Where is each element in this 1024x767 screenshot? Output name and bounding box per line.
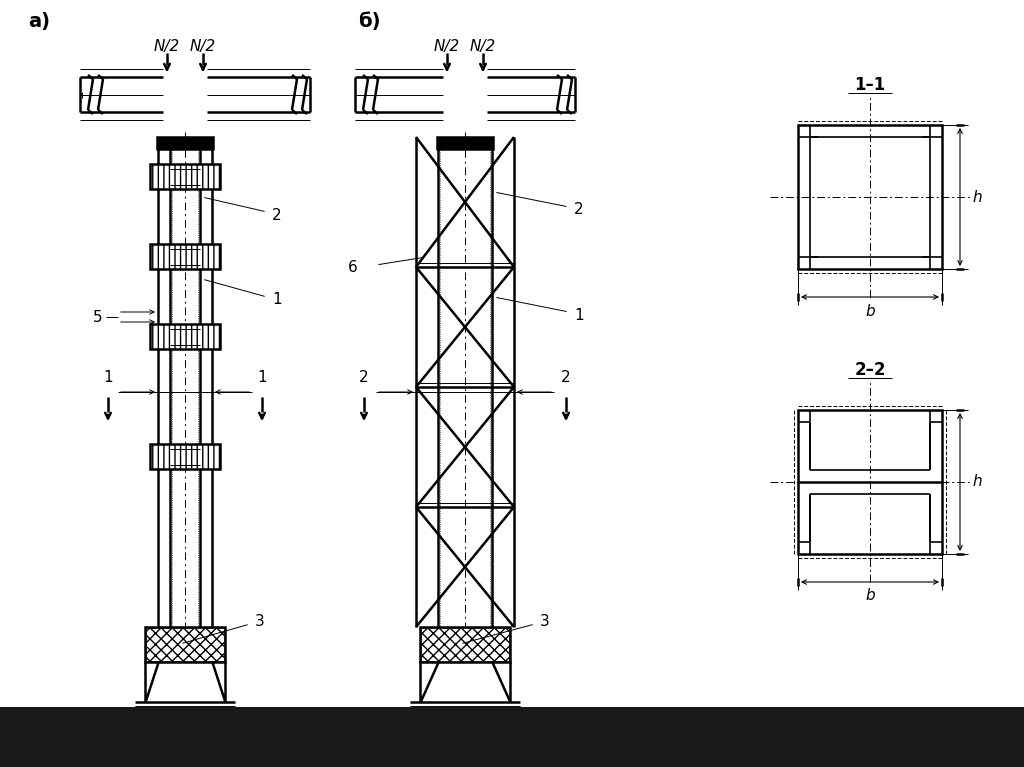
Text: h: h	[972, 189, 982, 205]
Bar	[145, 627, 225, 662]
Text: 5: 5	[93, 310, 103, 324]
Text: 1–1: 1–1	[854, 76, 886, 94]
Bar	[150, 244, 220, 269]
Text: а): а)	[28, 12, 50, 31]
Text: N/2: N/2	[470, 39, 496, 54]
Polygon shape	[145, 662, 158, 702]
Polygon shape	[492, 662, 510, 702]
Bar	[150, 244, 220, 269]
Text: 4: 4	[250, 712, 260, 726]
Bar	[150, 444, 220, 469]
Bar	[150, 164, 220, 189]
Bar	[150, 444, 220, 469]
Text: 3: 3	[255, 614, 265, 630]
Text: 6: 6	[348, 259, 358, 275]
Bar	[437, 137, 493, 149]
Text: h: h	[972, 475, 982, 489]
Text: b: b	[865, 304, 874, 318]
Bar	[0, 707, 1024, 767]
Text: 2: 2	[574, 202, 584, 218]
Text: N/2: N/2	[189, 39, 216, 54]
Text: 2–2: 2–2	[854, 361, 886, 379]
Text: 2: 2	[359, 370, 369, 386]
Polygon shape	[212, 662, 225, 702]
Bar	[420, 627, 510, 662]
Bar	[421, 628, 509, 661]
Text: 3: 3	[540, 614, 550, 630]
Text: 1: 1	[272, 292, 282, 308]
Bar	[150, 324, 220, 349]
Bar	[157, 137, 213, 149]
Text: 1: 1	[257, 370, 267, 386]
Bar	[146, 628, 224, 661]
Text: 1: 1	[574, 308, 584, 322]
Bar	[798, 410, 942, 554]
Text: б): б)	[358, 12, 381, 31]
Text: N/2: N/2	[154, 39, 180, 54]
Text: b: b	[865, 588, 874, 604]
Bar	[150, 324, 220, 349]
Text: N/2: N/2	[434, 39, 460, 54]
Text: 2: 2	[561, 370, 570, 386]
Text: 1: 1	[103, 370, 113, 386]
Polygon shape	[420, 662, 438, 702]
Text: 2: 2	[272, 208, 282, 222]
Text: 4: 4	[535, 712, 545, 726]
Bar	[150, 164, 220, 189]
Bar	[798, 125, 942, 269]
